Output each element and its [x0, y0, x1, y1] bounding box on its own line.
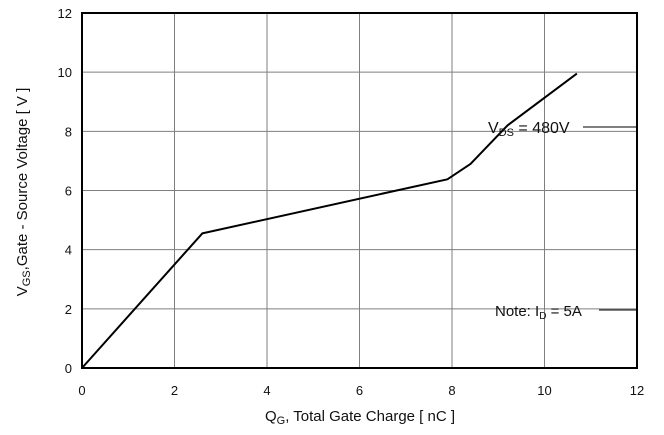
x-tick-label: 8	[448, 383, 455, 398]
y-axis-label-rest: ,Gate - Source Voltage [ V ]	[14, 88, 31, 271]
y-axis-label-sub: GS	[21, 270, 33, 286]
note-annotation-rest: = 5A	[546, 303, 581, 320]
vds-annotation-main: V	[488, 120, 499, 137]
y-axis-label: VGS,Gate - Source Voltage [ V ]	[14, 88, 33, 297]
x-axis-label-rest: , Total Gate Charge [ nC ]	[285, 408, 455, 425]
x-tick-label: 12	[630, 383, 644, 398]
y-tick-label: 8	[65, 124, 72, 139]
x-tick-label: 4	[263, 383, 270, 398]
x-tick-label: 0	[78, 383, 85, 398]
y-tick-label: 2	[65, 302, 72, 317]
x-axis-label-main: Q	[265, 408, 277, 425]
y-tick-labels: 0 2 4 6 8 10 12	[58, 6, 72, 376]
x-axis-label: QG, Total Gate Charge [ nC ]	[265, 408, 455, 427]
x-tick-label: 10	[537, 383, 551, 398]
vds-annotation-sub: DS	[499, 127, 514, 139]
vds-annotation: VDS = 480V	[488, 120, 570, 139]
series-line	[81, 72, 578, 369]
note-annotation: Note: ID = 5A	[495, 303, 582, 322]
y-tick-label: 10	[58, 65, 72, 80]
x-tick-labels: 0 2 4 6 8 10 12	[78, 383, 644, 398]
note-annotation-sub: D	[539, 311, 546, 322]
vds-annotation-rest: = 480V	[514, 120, 570, 137]
plot-frame	[81, 12, 638, 369]
y-tick-label: 4	[65, 243, 72, 258]
x-tick-label: 6	[356, 383, 363, 398]
y-tick-label: 6	[65, 184, 72, 199]
y-tick-label: 12	[58, 6, 72, 21]
y-axis-label-main: V	[14, 286, 31, 296]
y-tick-label: 0	[65, 361, 72, 376]
grid-lines	[82, 13, 637, 368]
x-axis-label-sub: G	[277, 415, 286, 427]
x-tick-label: 2	[171, 383, 178, 398]
note-annotation-prefix: Note: I	[495, 303, 539, 320]
